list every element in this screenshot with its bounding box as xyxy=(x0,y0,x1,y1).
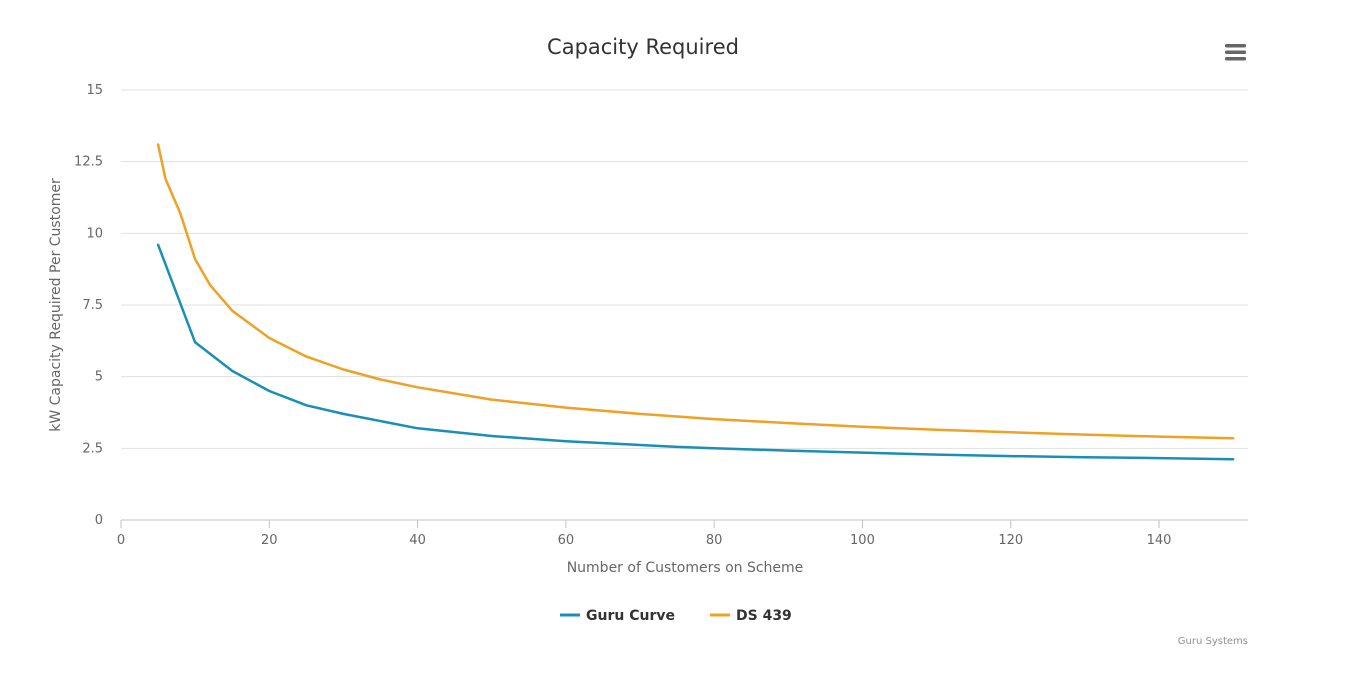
x-tick-label: 140 xyxy=(1147,533,1172,548)
y-tick-label: 10 xyxy=(86,226,103,241)
legend: Guru Curve DS 439 xyxy=(560,608,792,624)
y-tick-label: 0 xyxy=(95,513,103,528)
legend-label[interactable]: Guru Curve xyxy=(586,608,675,624)
series-line-ds-439[interactable] xyxy=(156,143,1235,440)
x-tick-label: 100 xyxy=(850,533,875,548)
y-axis-ticks: 0 2.5 5 7.5 10 12.5 15 xyxy=(74,83,103,528)
y-tick-label: 12.5 xyxy=(74,155,103,170)
x-axis-ticks: 0 20 40 60 80 100 120 140 xyxy=(117,520,1172,548)
y-tick-label: 5 xyxy=(95,370,103,385)
chart-title: Capacity Required xyxy=(547,35,739,59)
legend-item[interactable]: Guru Curve xyxy=(560,608,675,624)
x-tick-label: 0 xyxy=(117,533,125,548)
hamburger-menu-icon[interactable] xyxy=(1225,44,1246,61)
x-tick-label: 20 xyxy=(261,533,278,548)
y-tick-label: 7.5 xyxy=(82,298,103,313)
grid xyxy=(121,89,1248,449)
x-axis-title: Number of Customers on Scheme xyxy=(567,560,804,576)
x-tick-label: 40 xyxy=(409,533,426,548)
legend-label[interactable]: DS 439 xyxy=(736,608,792,624)
menu-icon-bar-1 xyxy=(1225,44,1246,48)
x-tick-label: 120 xyxy=(998,533,1023,548)
menu-icon-bar-3 xyxy=(1225,57,1246,61)
y-tick-label: 2.5 xyxy=(82,441,103,456)
series-group xyxy=(156,143,1235,461)
series-line-guru-curve[interactable] xyxy=(156,243,1235,461)
legend-item[interactable]: DS 439 xyxy=(710,608,792,624)
x-tick-label: 60 xyxy=(558,533,575,548)
credits[interactable]: Guru Systems xyxy=(1178,636,1248,647)
context-menu-button[interactable] xyxy=(1220,38,1250,66)
y-tick-label: 15 xyxy=(86,83,103,98)
x-tick-label: 80 xyxy=(706,533,723,548)
y-axis-title: kW Capacity Required Per Customer xyxy=(48,178,64,432)
menu-icon-bar-2 xyxy=(1225,50,1246,54)
